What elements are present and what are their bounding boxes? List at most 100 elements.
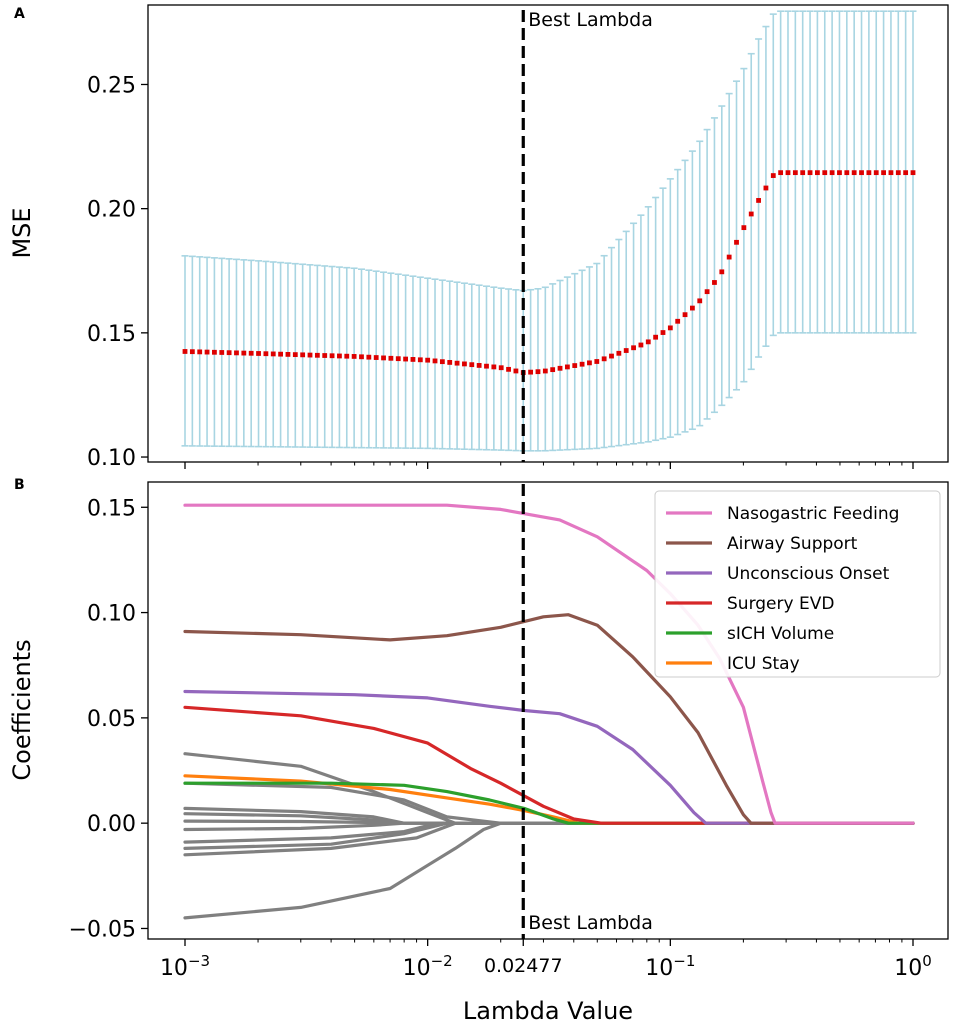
mse-point <box>653 334 659 340</box>
mse-point <box>359 354 364 360</box>
mse-point <box>712 280 717 285</box>
mse-point <box>403 356 409 362</box>
legend-label: Surgery EVD <box>727 594 834 614</box>
mse-point <box>564 364 570 370</box>
mse-point <box>800 170 806 176</box>
mse-point <box>307 352 313 358</box>
mse-mean-points <box>182 170 916 375</box>
legend: Nasogastric Feeding Airway Support Unconsc… <box>654 490 941 678</box>
coef-path <box>183 689 915 825</box>
panel-a: A Best Lambda 0.10 0.15 0.20 0.25 MSE <box>8 4 949 471</box>
mse-point <box>903 170 909 176</box>
x-tick-label-best: 0.02477 <box>484 955 563 977</box>
coef-path <box>183 705 915 825</box>
mse-point <box>314 352 320 358</box>
mse-point <box>344 353 350 359</box>
mse-point <box>667 325 673 331</box>
mse-point <box>881 170 886 176</box>
mse-point <box>873 170 879 176</box>
mse-point <box>212 349 217 355</box>
mse-point <box>851 170 857 176</box>
y-tick-label-b: −0.05 <box>69 917 136 942</box>
mse-point <box>219 350 225 355</box>
mse-point <box>866 170 872 176</box>
mse-point <box>859 170 864 176</box>
legend-box <box>654 490 941 678</box>
mse-point <box>609 353 614 359</box>
legend-label: Unconscious Onset <box>727 564 890 584</box>
mse-point <box>815 170 820 176</box>
mse-point <box>623 348 629 353</box>
x-tick-label: 10−3 <box>160 952 210 981</box>
mse-point <box>366 354 372 360</box>
mse-point <box>587 360 592 366</box>
mse-point <box>638 342 644 348</box>
mse-point <box>572 363 578 368</box>
plot-frame-a <box>147 4 949 463</box>
x-tick-label: 100 <box>894 952 932 981</box>
mse-point <box>837 170 842 176</box>
panel-b-label: B <box>14 477 25 493</box>
y-tick-label-b: 0.00 <box>87 812 136 837</box>
mse-point <box>381 355 386 361</box>
legend-label: sICH Volume <box>727 624 834 644</box>
mse-point <box>189 349 195 355</box>
mse-point <box>263 351 269 357</box>
mse-point <box>682 312 688 318</box>
mse-point <box>535 369 541 375</box>
y-axis-title-b: Coefficients <box>8 639 36 780</box>
y-tick-label-a: 0.15 <box>87 322 136 347</box>
mse-point <box>726 254 732 260</box>
mse-point <box>300 352 306 358</box>
mse-point <box>594 359 600 364</box>
coef-path-other <box>183 821 915 920</box>
mse-point <box>439 359 445 365</box>
mse-point <box>697 298 703 304</box>
y-tick-label-b: 0.10 <box>87 602 136 627</box>
mse-point <box>660 330 666 335</box>
mse-point <box>270 351 276 357</box>
mse-point <box>469 362 475 368</box>
mse-point <box>462 361 467 367</box>
coef-path <box>183 781 915 825</box>
coefficient-paths <box>183 503 915 920</box>
mse-point <box>910 170 916 176</box>
y-axis-title-a: MSE <box>8 207 36 258</box>
mse-point <box>292 352 298 358</box>
plot-frame-b <box>147 481 949 940</box>
mse-point <box>513 368 519 374</box>
mse-point <box>447 360 453 365</box>
mse-point <box>770 173 776 178</box>
mse-point <box>484 363 489 369</box>
legend-label: Nasogastric Feeding <box>727 504 899 524</box>
mse-point <box>645 339 651 345</box>
mse-point <box>410 357 416 362</box>
best-lambda-label-a: Best Lambda <box>528 9 653 31</box>
mse-point <box>785 170 791 176</box>
mse-point <box>792 170 798 176</box>
mse-point <box>829 170 835 176</box>
mse-point <box>734 239 739 245</box>
mse-point <box>601 356 607 362</box>
mse-point <box>822 170 828 176</box>
coef-path <box>183 613 915 825</box>
mse-point <box>763 185 769 191</box>
mse-point <box>528 369 534 375</box>
mse-point <box>432 358 438 364</box>
mse-point <box>675 318 681 324</box>
mse-point <box>204 349 210 355</box>
x-tick-label: 10−2 <box>403 952 453 981</box>
x-axis-title: Lambda Value <box>463 997 633 1025</box>
mse-point <box>704 289 710 295</box>
mse-point <box>285 351 291 357</box>
mse-point <box>778 170 784 176</box>
mse-point <box>248 350 254 356</box>
mse-point <box>329 353 335 359</box>
y-tick-label-a: 0.20 <box>87 198 136 223</box>
mse-point <box>322 353 328 358</box>
mse-point <box>579 361 585 367</box>
panel-a-label: A <box>14 6 25 22</box>
mse-point <box>226 350 232 356</box>
best-lambda-label-b: Best Lambda <box>528 912 653 934</box>
